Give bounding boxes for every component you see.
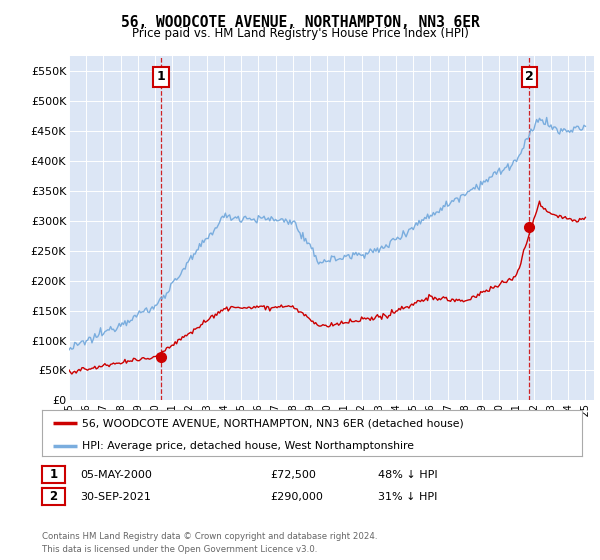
Text: 2: 2 bbox=[525, 71, 534, 83]
Text: £290,000: £290,000 bbox=[270, 492, 323, 502]
Text: 56, WOODCOTE AVENUE, NORTHAMPTON, NN3 6ER: 56, WOODCOTE AVENUE, NORTHAMPTON, NN3 6E… bbox=[121, 15, 479, 30]
Text: 48% ↓ HPI: 48% ↓ HPI bbox=[378, 470, 437, 480]
Text: 30-SEP-2021: 30-SEP-2021 bbox=[80, 492, 151, 502]
Text: Contains HM Land Registry data © Crown copyright and database right 2024.
This d: Contains HM Land Registry data © Crown c… bbox=[42, 533, 377, 554]
Text: 1: 1 bbox=[49, 468, 58, 482]
Text: HPI: Average price, detached house, West Northamptonshire: HPI: Average price, detached house, West… bbox=[83, 441, 415, 451]
Text: 31% ↓ HPI: 31% ↓ HPI bbox=[378, 492, 437, 502]
Text: 2: 2 bbox=[49, 490, 58, 503]
Text: 05-MAY-2000: 05-MAY-2000 bbox=[80, 470, 152, 480]
Text: Price paid vs. HM Land Registry's House Price Index (HPI): Price paid vs. HM Land Registry's House … bbox=[131, 27, 469, 40]
Text: £72,500: £72,500 bbox=[270, 470, 316, 480]
Text: 56, WOODCOTE AVENUE, NORTHAMPTON, NN3 6ER (detached house): 56, WOODCOTE AVENUE, NORTHAMPTON, NN3 6E… bbox=[83, 418, 464, 428]
Text: 1: 1 bbox=[157, 71, 165, 83]
